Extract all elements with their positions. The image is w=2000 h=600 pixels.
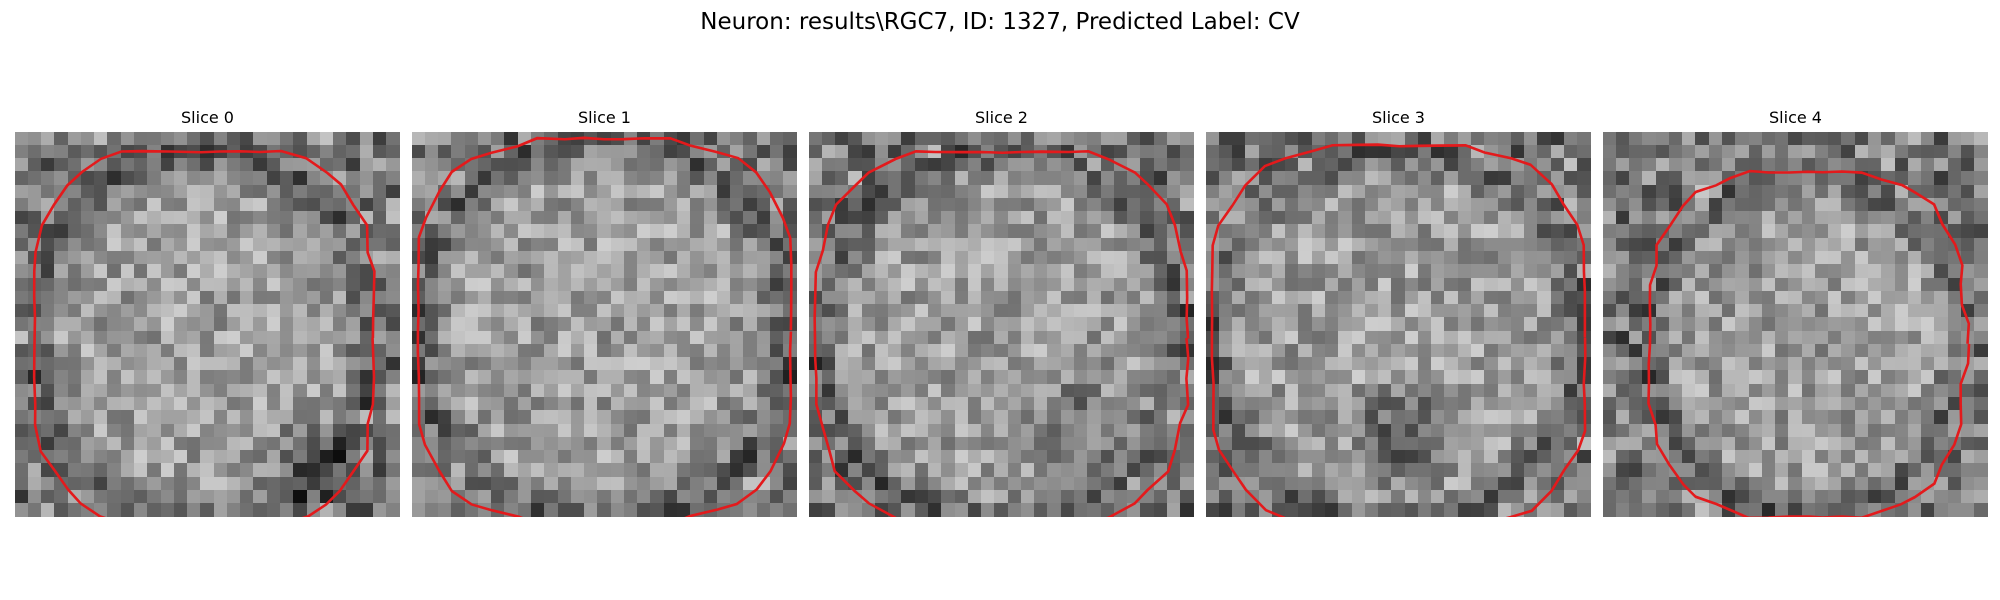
slice-panel-1: Slice 1 — [412, 108, 797, 517]
slice-title: Slice 4 — [1769, 108, 1822, 127]
figure-title: Neuron: results\RGC7, ID: 1327, Predicte… — [700, 9, 1300, 35]
slice-title: Slice 2 — [975, 108, 1028, 127]
slice-panel-0: Slice 0 — [15, 108, 400, 517]
slice-title: Slice 0 — [181, 108, 234, 127]
slice-panel-4: Slice 4 — [1603, 108, 1988, 517]
slice-title: Slice 1 — [578, 108, 631, 127]
slice-image — [809, 132, 1194, 517]
slice-image — [1603, 132, 1988, 517]
slice-image — [1206, 132, 1591, 517]
slice-image — [412, 132, 797, 517]
slice-title: Slice 3 — [1372, 108, 1425, 127]
slice-panel-2: Slice 2 — [809, 108, 1194, 517]
slice-image — [15, 132, 400, 517]
slice-panel-3: Slice 3 — [1206, 108, 1591, 517]
